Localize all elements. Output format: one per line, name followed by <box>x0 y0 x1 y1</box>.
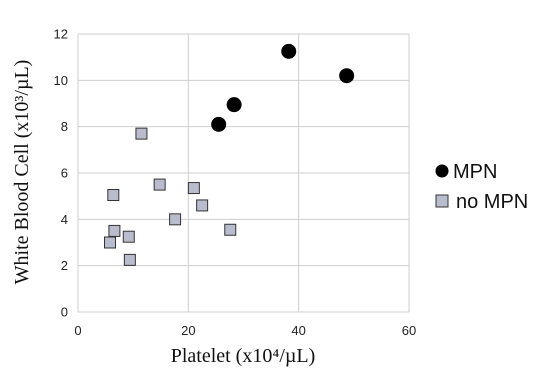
y-tick-labels: 0 2 4 6 8 10 12 <box>54 27 68 320</box>
no-mpn-point <box>123 253 136 266</box>
legend-mpn-marker <box>435 164 449 178</box>
no-mpn-point <box>196 199 209 212</box>
y-tick-label: 4 <box>61 212 68 227</box>
legend: MPN no MPN <box>435 161 528 213</box>
y-tick-label: 12 <box>54 27 68 42</box>
x-tick-label: 0 <box>74 323 81 338</box>
x-tick-labels: 0 20 40 60 <box>74 323 416 338</box>
data-points <box>103 43 355 266</box>
mpn-point <box>211 116 227 132</box>
x-tick-label: 60 <box>402 323 416 338</box>
mpn-point <box>226 97 242 113</box>
no-mpn-point <box>224 223 237 236</box>
x-axis-title: Platelet (x10⁴/µL) <box>171 345 316 367</box>
no-mpn-point <box>122 230 135 243</box>
x-tick-label: 20 <box>181 323 195 338</box>
no-mpn-point <box>135 127 148 140</box>
no-mpn-point <box>169 213 182 226</box>
no-mpn-point <box>108 224 121 237</box>
mpn-point <box>339 68 355 84</box>
legend-no-mpn-marker <box>435 194 449 208</box>
legend-no-mpn-label: no MPN <box>456 191 528 213</box>
no-mpn-point <box>187 182 200 195</box>
no-mpn-point <box>153 178 166 191</box>
y-tick-label: 2 <box>61 258 68 273</box>
no-mpn-point <box>107 189 120 202</box>
no-mpn-point <box>103 236 116 249</box>
y-tick-label: 8 <box>61 119 68 134</box>
legend-mpn-label: MPN <box>453 161 497 183</box>
grid-lines <box>77 33 410 313</box>
mpn-point <box>281 43 297 59</box>
y-axis-title: White Blood Cell (x10³/µL) <box>11 60 33 285</box>
y-tick-label: 0 <box>61 305 68 320</box>
y-tick-label: 6 <box>61 166 68 181</box>
y-tick-label: 10 <box>54 73 68 88</box>
x-tick-label: 40 <box>291 323 305 338</box>
